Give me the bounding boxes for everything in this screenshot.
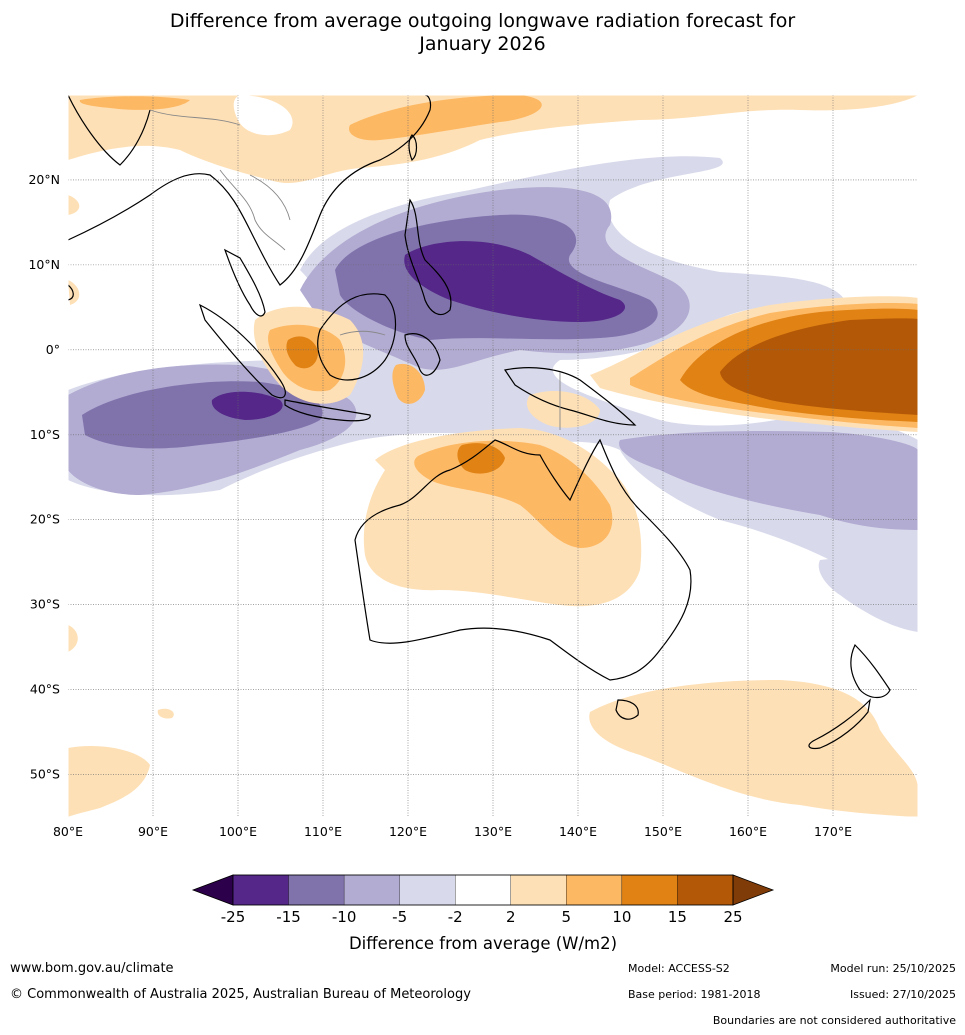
anomaly-region [211, 391, 283, 420]
longitude-labels: 80°E 90°E 100°E 110°E 120°E 130°E 140°E 150°E 16… [53, 824, 852, 839]
colorbar-tick-label: 10 [612, 908, 631, 926]
border-line [149, 109, 241, 126]
coastline-sumatra [198, 303, 286, 399]
colorbar-extend-low [191, 874, 234, 906]
coastline-taiwan [408, 134, 418, 161]
anomaly-region [619, 430, 918, 530]
colorbar-title: Difference from average (W/m2) [349, 934, 617, 953]
anomaly-region [286, 336, 318, 369]
lat-label: 20°S [30, 512, 60, 527]
colorbar-swatch [343, 874, 400, 906]
coastline-borneo [317, 293, 397, 381]
anomaly-region [526, 390, 600, 428]
coastline-india [68, 95, 151, 166]
lon-label: 120°E [389, 824, 427, 839]
coastline-philippines [404, 198, 452, 315]
anomaly-region [68, 745, 150, 817]
colorbar-tick-label: -2 [448, 908, 463, 926]
lat-label: 10°N [28, 257, 60, 272]
anomaly-region [818, 557, 918, 632]
coastline-sri-lanka [68, 284, 74, 301]
colorbar-tick-label: -5 [392, 908, 407, 926]
lon-label: 100°E [219, 824, 257, 839]
anomaly-region [349, 95, 542, 141]
lon-label: 130°E [474, 824, 512, 839]
lat-label: 30°S [30, 597, 60, 612]
anomaly-region [157, 708, 174, 719]
colorbar-swatch [399, 874, 456, 906]
coastlines [68, 95, 891, 750]
colorbar-swatch [232, 874, 289, 906]
colorbar-tick-label: 15 [668, 908, 687, 926]
anomaly-region [589, 680, 918, 817]
colorbar-tick-label: 2 [506, 908, 516, 926]
anomaly-region [68, 156, 918, 632]
lat-label: 50°S [30, 767, 60, 782]
coastline-new-guinea [504, 367, 637, 426]
anomaly-region [233, 95, 293, 136]
anomaly-field [68, 95, 918, 817]
colorbar-tick-label: -15 [276, 908, 301, 926]
title-line-1: Difference from average outgoing longwav… [169, 10, 796, 32]
lat-label: 40°S [30, 682, 60, 697]
lat-label: 10°S [30, 427, 60, 442]
coastline-asia [68, 95, 432, 286]
country-borders [149, 109, 561, 430]
footer-base-period: Base period: 1981-2018 [628, 988, 761, 1001]
map-frame [67, 94, 919, 818]
colorbar-tick-label: 25 [723, 908, 742, 926]
lon-label: 110°E [304, 824, 342, 839]
border-line [339, 330, 386, 336]
anomaly-region [392, 363, 425, 404]
lon-label: 90°E [138, 824, 168, 839]
anomaly-region [79, 96, 190, 110]
lon-label: 80°E [53, 824, 83, 839]
colorbar-tick-label: -10 [332, 908, 357, 926]
colorbar-swatch [566, 874, 623, 906]
border-line [249, 174, 291, 221]
colorbar-tick-label: -25 [221, 908, 246, 926]
coastline-nz-north [850, 643, 891, 699]
anomaly-region [720, 318, 918, 415]
coastline-tasmania [615, 699, 639, 720]
footer-copyright: © Commonwealth of Australia 2025, Austra… [10, 987, 471, 1002]
latitude-labels: 20°N 10°N 0° 10°S 20°S 30°S 40°S 50°S [28, 172, 60, 782]
anomaly-region [68, 195, 80, 215]
coastline-australia [354, 438, 692, 681]
colorbar-tick-label: 5 [562, 908, 572, 926]
lon-label: 150°E [644, 824, 682, 839]
coastline-java [284, 399, 371, 422]
colorbar-swatch [621, 874, 678, 906]
coastline-malay-peninsula [223, 248, 266, 317]
anomaly-region [404, 241, 626, 322]
lon-label: 170°E [814, 824, 852, 839]
colorbar-swatch [455, 874, 511, 906]
colorbar-extend-high [732, 874, 775, 906]
footer-website[interactable]: www.bom.gov.au/climate [10, 961, 174, 976]
colorbar-swatch [510, 874, 567, 906]
page-title: Difference from average outgoing longwav… [0, 10, 965, 56]
lat-label: 0° [46, 342, 60, 357]
lon-label: 160°E [729, 824, 767, 839]
colorbar-swatch [288, 874, 345, 906]
title-line-2: January 2026 [419, 33, 546, 55]
coastline-sulawesi [404, 333, 441, 376]
footer-model: Model: ACCESS-S2 [628, 962, 730, 975]
footer-model-run: Model run: 25/10/2025 [830, 962, 956, 975]
lon-label: 140°E [559, 824, 597, 839]
coastline-nz-south [808, 698, 871, 750]
anomaly-region [68, 625, 78, 652]
footer-boundaries-note: Boundaries are not considered authoritat… [712, 1014, 956, 1027]
footer-issued: Issued: 27/10/2025 [849, 988, 956, 1001]
colorbar-swatch [677, 874, 734, 906]
lat-label: 20°N [28, 172, 60, 187]
border-line [219, 169, 286, 251]
colorbar-frame [232, 874, 734, 906]
gridlines [68, 95, 918, 817]
